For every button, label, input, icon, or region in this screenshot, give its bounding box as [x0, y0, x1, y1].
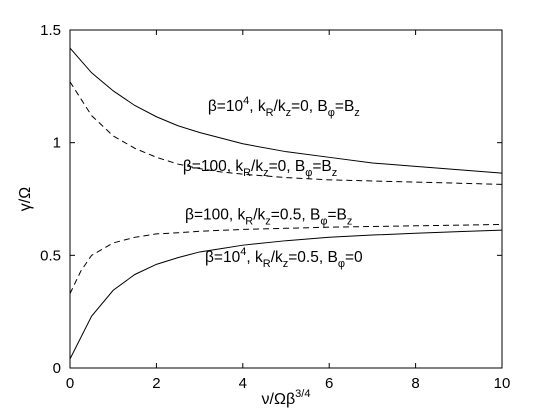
series-line-4: [69, 229, 503, 360]
x-tick-label: 0: [66, 375, 74, 392]
curve-label-2: β=100, kR/kz=0, Bφ=Bz: [183, 158, 337, 179]
curve-label-3: β=100, kR/kz=0.5, Bφ=Bz: [185, 206, 352, 227]
y-tick-label: 1.5: [40, 22, 61, 39]
x-tick-label: 2: [152, 375, 160, 392]
ticks: 0 2 4 6 8 10 0 0.5 1 1.5: [40, 22, 510, 392]
y-axis-label: γ/Ω: [17, 187, 34, 211]
annotations: β=104, kR/kz=0, Bφ=Bz β=100, kR/kz=0, Bφ=…: [183, 95, 363, 270]
series-line-1: [69, 47, 503, 174]
x-tick-label: 8: [411, 375, 419, 392]
x-tick-label: 4: [239, 375, 247, 392]
x-tick-label: 6: [325, 375, 333, 392]
curve-label-1: β=104, kR/kz=0, Bφ=Bz: [208, 95, 360, 119]
series-line-3: [69, 223, 503, 294]
y-tick-label: 0.5: [40, 247, 61, 264]
series-line-2: [69, 81, 503, 185]
y-tick-label: 0: [53, 360, 61, 377]
y-tick-label: 1: [53, 135, 61, 152]
x-axis-label: ν/Ωβ3/4: [262, 388, 311, 408]
x-tick-label: 10: [494, 375, 511, 392]
curve-label-4: β=104, kR/kz=0.5, Bφ=0: [205, 246, 363, 270]
plot-frame: [69, 29, 503, 369]
series-lines: [69, 47, 503, 360]
